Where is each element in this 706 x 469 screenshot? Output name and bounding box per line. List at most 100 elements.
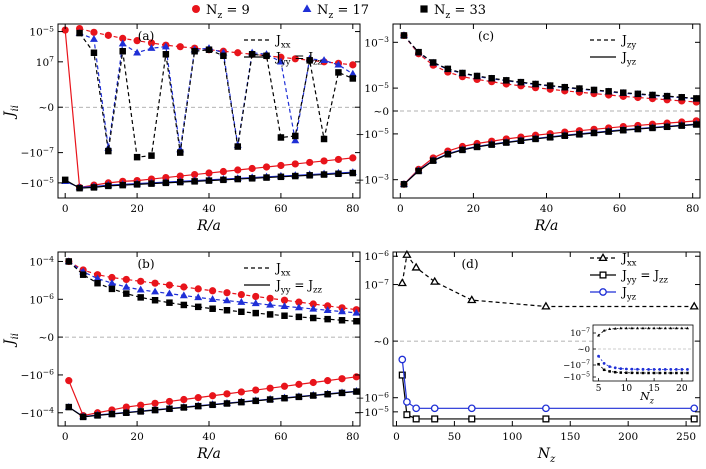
data-point [136,285,145,293]
data-point [517,78,525,86]
data-point [411,262,421,271]
data-point [292,172,299,180]
data-point [467,295,477,304]
chart-panel-d: 0 50 100 150 200 250−10−5−10−6∼010−710−6Nz(d)… [356,249,701,465]
inset-data-point [641,371,645,375]
data-point [151,287,160,295]
y-tick-label: −10−6 [356,391,390,405]
data-point [292,132,299,140]
data-point [180,301,188,309]
series-1 [65,257,361,314]
data-point [517,137,525,145]
inset-data-point [669,326,673,330]
data-point [280,382,289,390]
inset-x-tick-label: 15 [648,384,660,394]
data-point [105,182,112,190]
data-point [220,52,227,60]
inset-data-point [680,326,684,330]
data-point [133,181,141,188]
data-point [398,355,407,364]
inset-data-point [613,366,617,370]
data-point [61,176,69,184]
data-point [234,143,242,150]
data-point [205,169,213,177]
plot-frame [57,251,361,427]
data-point [576,85,583,92]
x-tick-label: 20 [130,431,143,443]
data-point [61,26,69,34]
inset-chart: 5 10 15 20 10−7 ∼0 −10−7−10−5 Nz [563,324,694,405]
data-point [444,151,452,158]
data-point [205,46,213,53]
chart-panel-b: 0 20 40 60 80 −10−4 −10−6 ∼0 10−6 10−4 R/a Jii (b) Jx… [2,251,361,462]
data-point [488,75,495,82]
panel-label: (c) [478,29,494,43]
inset-data-point [669,371,673,375]
data-point [176,172,184,180]
data-point [397,278,407,287]
series-1 [398,371,698,423]
data-point [277,134,285,141]
inset-x-tick-label: 20 [676,384,688,394]
data-point [277,161,285,170]
series-3 [64,257,361,316]
data-point [234,175,242,183]
data-point [162,51,170,58]
inset-data-point [658,368,662,371]
data-point [165,281,174,289]
inset-data-point [613,370,617,374]
legend-label: Jxx [274,261,291,279]
data-point [281,312,288,319]
data-point [123,290,130,297]
chart-panel-a: 0 20 40 60 80 −10−5 −10−7 ∼0 107 10−5 R/a Jii (a) Jxx… [2,23,361,234]
data-point [104,31,112,39]
inset-series-2 [597,362,689,375]
series-2 [398,355,699,413]
data-point [191,47,198,55]
inset-data-point [674,326,678,330]
data-point [108,285,116,293]
x-tick-label: 50 [448,431,461,443]
y-tick-label: −10−6 [21,368,55,382]
data-point [403,411,411,419]
data-point [194,394,202,402]
data-point [542,404,550,413]
data-point [238,398,245,406]
top-legend-marker [420,5,428,13]
series-4 [400,121,700,188]
data-point [605,88,612,95]
data-point [209,305,216,312]
top-legend-marker [302,4,312,12]
inset-data-point [680,371,684,375]
data-point [248,51,256,58]
data-point [690,404,699,413]
data-point [291,136,300,144]
inset-data-point [641,367,645,371]
series-5 [76,29,357,161]
data-point [400,32,408,39]
plot-frame [392,251,701,427]
data-point [90,49,98,56]
inset-data-point [652,371,656,375]
y-tick-label: 10−4 [29,254,54,268]
data-point [176,178,184,186]
data-point [220,176,227,184]
legend-label: Jyz [620,50,637,68]
inset-x-tick-label: 5 [596,384,602,394]
data-point [179,291,188,299]
data-point [429,157,437,164]
data-point [403,398,411,406]
data-point [65,258,73,265]
data-point [590,129,598,137]
inset-data-point [619,326,623,330]
y-tick-label: −10−7 [21,145,55,159]
data-point [119,47,126,55]
data-point [503,139,510,146]
y-tick-label: −10−4 [21,406,55,420]
inset-y-tick-label: ∼0 [577,345,590,355]
data-point [137,408,144,415]
series-0 [397,249,699,310]
data-point [205,177,213,184]
